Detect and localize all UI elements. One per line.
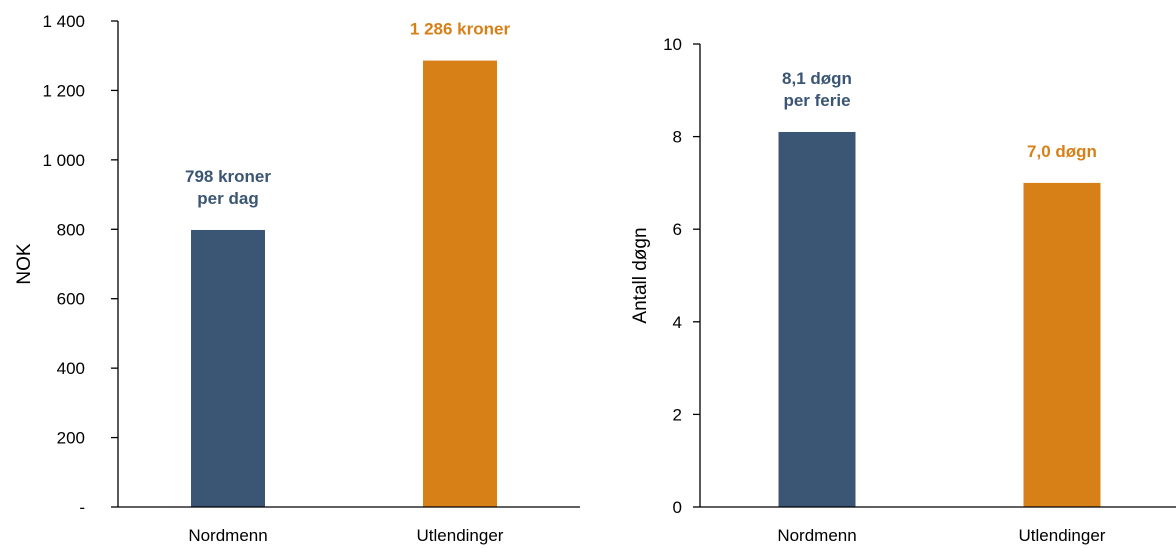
chart-1-y-tick-label: 800 bbox=[57, 220, 85, 239]
chart-2-y-tick-label: 6 bbox=[673, 220, 682, 239]
chart-2-y-tick-label: 8 bbox=[673, 128, 682, 147]
chart-1-y-tick-label: 1 000 bbox=[42, 151, 85, 170]
chart-2-y-tick-label: 4 bbox=[673, 313, 682, 332]
chart-1-data-label-nordmenn: per dag bbox=[197, 189, 258, 208]
chart-1-data-label-utlendinger: 1 286 kroner bbox=[410, 20, 511, 39]
chart-2-y-tick-label: 2 bbox=[673, 405, 682, 424]
chart-2-bar-utlendinger bbox=[1023, 182, 1101, 507]
chart-1-y-tick-label: 1 400 bbox=[42, 12, 85, 31]
chart-1-y-tick-label: 200 bbox=[57, 429, 85, 448]
chart-1-bar-utlendinger bbox=[423, 60, 497, 508]
chart-1-y-tick-label: 600 bbox=[57, 290, 85, 309]
chart-1-x-tick-label: Nordmenn bbox=[188, 526, 267, 545]
chart-2-y-tick-label: 10 bbox=[663, 35, 682, 54]
chart-2-y-axis-title: Antall døgn bbox=[630, 227, 651, 323]
chart-1-data-label-nordmenn: 798 kroner bbox=[185, 167, 271, 186]
chart-2-data-label-nordmenn: per ferie bbox=[783, 91, 850, 110]
chart-1-bar-nordmenn bbox=[191, 229, 265, 508]
chart-2-data-label-utlendinger: 7,0 døgn bbox=[1027, 142, 1097, 161]
chart-2-bar-nordmenn bbox=[778, 131, 856, 507]
chart-1-y-tick-label: 1 200 bbox=[42, 81, 85, 100]
chart-2-y-tick-label: 0 bbox=[673, 498, 682, 517]
chart-2-x-tick-label: Utlendinger bbox=[1019, 526, 1106, 545]
chart-1-y-tick-label: - bbox=[79, 498, 85, 517]
chart-2-data-label-nordmenn: 8,1 døgn bbox=[782, 69, 852, 88]
chart-1-y-axis-title: NOK bbox=[14, 243, 35, 285]
chart-1-y-tick-label: 400 bbox=[57, 359, 85, 378]
chart-1-x-tick-label: Utlendinger bbox=[417, 526, 504, 545]
chart-2-x-tick-label: Nordmenn bbox=[777, 526, 856, 545]
